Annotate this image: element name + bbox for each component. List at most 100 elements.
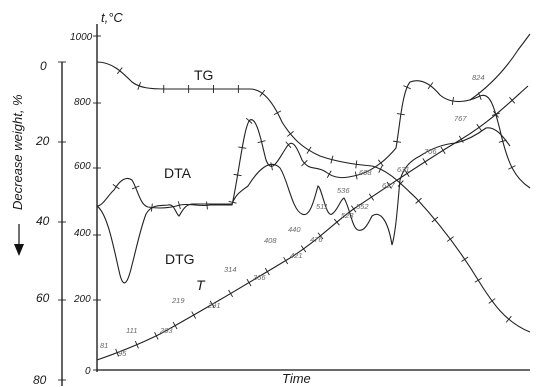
temp-point-536: 536 — [337, 186, 350, 195]
tg-curve-mark — [259, 89, 266, 97]
dta-curve-mark — [238, 146, 247, 149]
dta-curve-mark — [285, 141, 292, 149]
t-curve-mark — [191, 311, 197, 319]
dta-curve-mark — [131, 185, 140, 190]
tg-curve-mark — [330, 155, 334, 164]
dta-curve-mark — [396, 113, 405, 116]
weight-tick-marks — [58, 61, 66, 381]
temp-tick-0: 0 — [85, 366, 91, 377]
temp-point-706: 706 — [424, 147, 437, 156]
t-curve-mark — [209, 300, 215, 308]
dta-curve-mark — [150, 203, 153, 212]
tg-curve-mark — [474, 277, 482, 283]
time-axis-title: Time — [282, 371, 311, 386]
t-curve-mark — [264, 267, 270, 276]
t-curve-mark — [228, 289, 234, 298]
t-curve-mark — [115, 348, 119, 357]
dta-curve-mark — [270, 162, 273, 171]
dta-curve-mark — [427, 82, 434, 90]
tg-curve-mark — [355, 160, 358, 169]
t-curve-mark — [458, 135, 464, 143]
t-curve-mark — [404, 169, 410, 178]
weight-tick-0: 0 — [40, 59, 47, 73]
tg-curve-mark — [378, 165, 383, 173]
t-curve-mark — [246, 278, 252, 287]
dta-curve-mark — [301, 160, 308, 167]
t-curve — [96, 85, 529, 361]
temp-point-111: 111 — [126, 326, 137, 335]
tg-curve-mark — [446, 236, 454, 242]
t-curve-upper-branch — [469, 33, 531, 101]
temp-point-203: 203 — [159, 326, 173, 335]
weight-tick-60: 60 — [36, 291, 50, 305]
temperature-axis-title: t,°C — [101, 10, 123, 25]
temp-point-824: 824 — [472, 73, 485, 82]
weight-tick-80: 80 — [33, 373, 47, 387]
temperature-tick-marks — [93, 35, 101, 371]
t-curve-mark — [317, 232, 324, 240]
dtg-curve — [96, 127, 511, 284]
dtg-label: DTG — [165, 251, 195, 267]
dta-curve-mark — [112, 184, 120, 190]
temp-point-366: 366 — [253, 273, 266, 282]
temp-point-608: 608 — [359, 168, 372, 177]
temp-tick-800: 800 — [74, 97, 91, 108]
dta-label: DTA — [164, 165, 192, 181]
dta-curve-mark — [354, 171, 358, 180]
tg-label: TG — [194, 67, 213, 83]
weight-tick-40: 40 — [36, 214, 50, 228]
dta-curve-mark — [451, 96, 455, 106]
temp-point-408: 408 — [264, 236, 277, 245]
t-curve-marks — [115, 97, 516, 357]
tg-curve-mark — [505, 315, 512, 323]
temp-point-476: 476 — [310, 235, 323, 244]
temp-point-523: 523 — [341, 211, 354, 220]
weight-axis-arrowhead — [14, 244, 24, 256]
dta-curve-marks — [112, 82, 516, 212]
tg-curve-mark — [415, 197, 422, 204]
t-curve-mark — [172, 321, 178, 330]
temp-tick-1000: 1000 — [70, 32, 93, 43]
t-curve-mark — [386, 181, 392, 189]
tg-curve-mark — [431, 216, 439, 223]
t-curve-mark — [509, 97, 516, 104]
temp-tick-400: 400 — [74, 228, 91, 239]
dta-curve-mark — [498, 139, 507, 143]
tg-curve — [96, 61, 531, 333]
temp-tick-200: 200 — [73, 294, 91, 305]
temp-point-627: 627 — [382, 181, 395, 190]
tg-curve-mark — [137, 82, 141, 90]
temp-tick-600: 600 — [74, 161, 91, 172]
dta-curve-mark — [508, 165, 516, 170]
tg-curve-mark — [397, 180, 404, 187]
dta-curve-mark — [392, 140, 402, 143]
temp-point-767: 767 — [454, 114, 467, 123]
dta-curve-mark — [206, 201, 208, 210]
dta-curve-mark — [245, 117, 253, 124]
weight-tick-20: 20 — [35, 134, 50, 148]
temp-point-314: 314 — [224, 265, 237, 274]
dta-curve-mark — [257, 140, 266, 144]
temp-point-219: 219 — [171, 296, 185, 305]
tg-curve-mark — [461, 256, 469, 262]
t-curve-mark — [333, 218, 340, 226]
t-curve-mark — [300, 245, 307, 253]
temp-point-440: 440 — [288, 225, 301, 234]
dta-curve-mark — [491, 112, 500, 116]
dta-curve-mark — [228, 201, 237, 204]
tg-curve-mark — [273, 110, 282, 116]
tg-curve-mark — [287, 131, 294, 137]
t-curve-mark — [440, 146, 446, 154]
weight-axis-title: Decrease weight, % — [10, 94, 25, 210]
temp-point-631: 631 — [397, 165, 410, 174]
dta-curve-mark — [326, 170, 332, 178]
temp-point-421: 421 — [290, 251, 303, 260]
temp-point-511: 511 — [316, 202, 328, 211]
tg-curve-mark — [306, 146, 312, 154]
tg-curve-mark — [116, 67, 123, 75]
dta-curve-mark — [377, 159, 384, 167]
dta-curve-mark — [477, 92, 482, 100]
dta-curve-mark — [177, 201, 181, 210]
t-curve-mark — [351, 205, 357, 213]
